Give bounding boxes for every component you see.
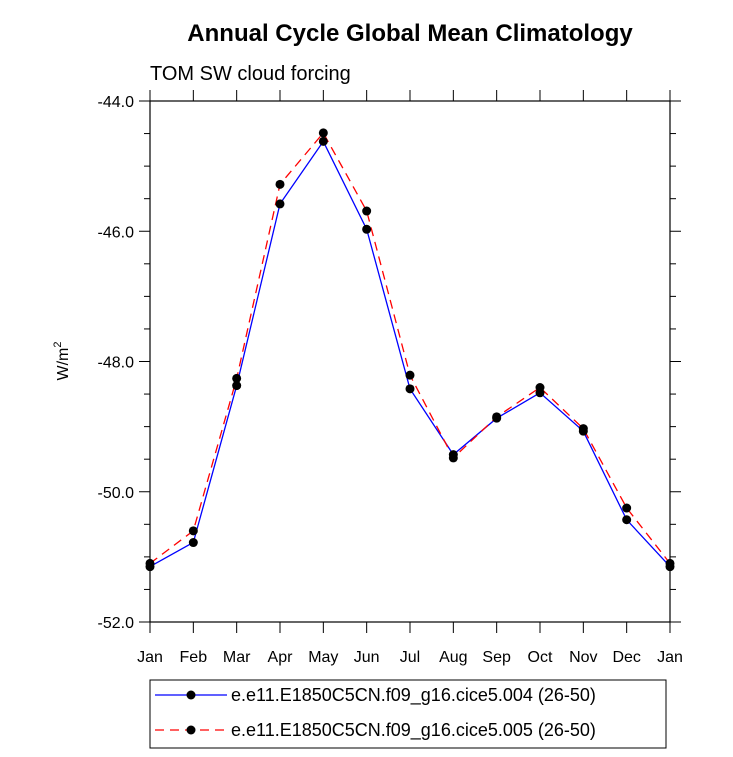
plot-frame [149, 100, 671, 623]
x-tick-label: Aug [439, 649, 467, 666]
series-2-point [535, 383, 545, 393]
chart-subtitle: TOM SW cloud forcing [150, 63, 351, 85]
x-tick-label: Feb [180, 649, 208, 666]
x-tick-label: Oct [528, 649, 553, 666]
series-1-point [405, 384, 415, 394]
x-tick-label: Dec [612, 649, 640, 666]
series-layer [145, 128, 675, 572]
series-line-2 [149, 131, 671, 564]
series-1-point [275, 199, 285, 209]
legend-label-series-1: e.e11.E1850C5CN.f09_g16.cice5.004 (26-50… [231, 685, 596, 706]
series-2-point [318, 128, 328, 138]
series-2-point [362, 206, 372, 216]
x-tick-label: Apr [268, 649, 294, 666]
series-2-point [188, 526, 198, 536]
series-1-point [318, 136, 328, 146]
series-2-point [622, 503, 632, 513]
series-1-point [188, 538, 198, 548]
series-1-point [622, 515, 632, 525]
axes: -52.0 -50.0 -48.0 -46.0 -44.0 Jan Feb Mar Apr May… [98, 90, 683, 666]
series-2-point [492, 412, 502, 422]
series-2-point [275, 179, 285, 189]
series-2-point [665, 558, 675, 568]
legend-marker-series-2 [186, 725, 196, 735]
y-tick-label: -46.0 [98, 224, 135, 241]
series-2-point [448, 453, 458, 463]
chart-title: Annual Cycle Global Mean Climatology [187, 20, 633, 47]
series-2-point [145, 558, 155, 568]
y-axis-label-text: W/m [55, 348, 72, 381]
y-tick-label: -44.0 [98, 94, 135, 111]
x-tick-label: Jan [137, 649, 163, 666]
y-tick-label: -48.0 [98, 355, 135, 372]
y-axis-label-superscript: 2 [52, 342, 64, 348]
x-tick-label: Mar [223, 649, 251, 666]
series-2-point [405, 370, 415, 380]
series-1-point [232, 381, 242, 391]
x-tick-label: Jun [354, 649, 380, 666]
y-tick-label: -50.0 [98, 485, 135, 502]
x-tick-label: May [308, 649, 338, 666]
x-tick-label: Nov [569, 649, 597, 666]
legend-box [149, 679, 667, 749]
series-2-point [578, 424, 588, 434]
series-1-point [362, 224, 372, 234]
series-2-point [232, 373, 242, 383]
legend-label-series-2: e.e11.E1850C5CN.f09_g16.cice5.005 (26-50… [231, 720, 596, 741]
legend: e.e11.E1850C5CN.f09_g16.cice5.004 (26-50… [149, 679, 667, 749]
x-tick-label: Jan [657, 649, 683, 666]
x-tick-label: Jul [400, 649, 420, 666]
y-tick-label: -52.0 [98, 615, 135, 632]
legend-marker-series-1 [186, 690, 196, 700]
y-axis-label: W/m2 [52, 342, 72, 381]
x-tick-label: Sep [482, 649, 511, 666]
series-line-1 [149, 140, 671, 568]
